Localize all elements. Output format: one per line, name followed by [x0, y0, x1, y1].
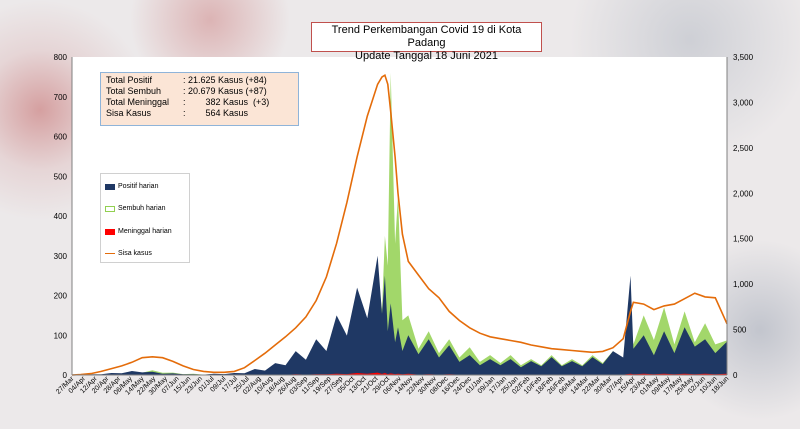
chart-title: Trend Perkembangan Covid 19 di Kota Pada…: [331, 24, 522, 49]
legend-item-meninggal: Meninggal harian: [105, 228, 172, 235]
legend-swatch-positif: [105, 183, 115, 190]
summary-label: Total Meninggal: [106, 97, 170, 107]
legend-label-sisa: Sisa kasus: [118, 250, 152, 257]
positif-harian-area: [72, 255, 727, 375]
summary-value: : 20.679 Kasus (+87): [183, 86, 267, 96]
summary-value: : 564 Kasus: [183, 108, 249, 118]
legend-label-positif: Positif harian: [118, 183, 159, 190]
legend: Positif harian Sembuh harian Meninggal h…: [100, 173, 190, 263]
chart-subtitle: Update Tanggal 18 Juni 2021: [355, 50, 498, 62]
x-tick-labels: 27/Mar04/Apr12/Apr20/Apr28/Apr06/May14/M…: [55, 375, 730, 397]
summary-value: : 21.625 Kasus (+84): [183, 75, 267, 85]
summary-value: : 382 Kasus (+3): [183, 97, 270, 107]
summary-row-positif: Total Positif : 21.625 Kasus (+84): [106, 75, 298, 86]
legend-item-sembuh: Sembuh harian: [105, 205, 165, 212]
summary-label: Total Sembuh: [106, 86, 162, 96]
y-left-tick-labels: 0 100 200 300 400 500 600 700 800: [54, 53, 68, 380]
summary-label: Sisa Kasus: [106, 108, 152, 118]
y-right-tick-label: 2,500: [733, 144, 754, 153]
legend-swatch-sembuh: [105, 205, 115, 212]
y-right-tick-label: 2,000: [733, 189, 754, 198]
y-left-tick-label: 500: [54, 172, 68, 181]
summary-box: Total Positif : 21.625 Kasus (+84) Total…: [100, 72, 299, 126]
legend-line-sisa: [105, 253, 115, 254]
summary-row-sembuh: Total Sembuh : 20.679 Kasus (+87): [106, 86, 298, 97]
legend-item-positif: Positif harian: [105, 183, 158, 190]
y-left-tick-label: 800: [54, 53, 68, 62]
summary-row-meninggal: Total Meninggal : 382 Kasus (+3): [106, 97, 298, 108]
y-left-tick-label: 600: [54, 133, 68, 142]
legend-item-sisa: Sisa kasus: [105, 250, 152, 257]
legend-label-sembuh: Sembuh harian: [118, 205, 166, 212]
y-right-tick-label: 3,000: [733, 98, 754, 107]
y-left-tick-label: 700: [54, 93, 68, 102]
y-right-tick-label: 500: [733, 326, 747, 335]
legend-swatch-meninggal: [105, 228, 115, 235]
y-right-tick-label: 0: [733, 371, 738, 380]
sisa-kasus-line: [71, 73, 728, 376]
y-right-tick-label: 1,500: [733, 235, 754, 244]
y-right-tick-labels: 0 500 1,000 1,500 2,000 2,500 3,000 3,500: [733, 53, 754, 380]
y-left-tick-label: 400: [54, 212, 68, 221]
summary-row-sisa: Sisa Kasus : 564 Kasus: [106, 108, 298, 119]
chart-title-box: Trend Perkembangan Covid 19 di Kota Pada…: [311, 22, 542, 62]
y-right-tick-label: 1,000: [733, 280, 754, 289]
legend-label-meninggal: Meninggal harian: [118, 228, 172, 235]
y-left-tick-label: 0: [63, 371, 68, 380]
summary-label: Total Positif: [106, 75, 153, 85]
y-left-tick-label: 300: [54, 252, 68, 261]
y-right-tick-label: 3,500: [733, 53, 754, 62]
y-left-tick-label: 100: [54, 331, 68, 340]
y-left-tick-label: 200: [54, 292, 68, 301]
